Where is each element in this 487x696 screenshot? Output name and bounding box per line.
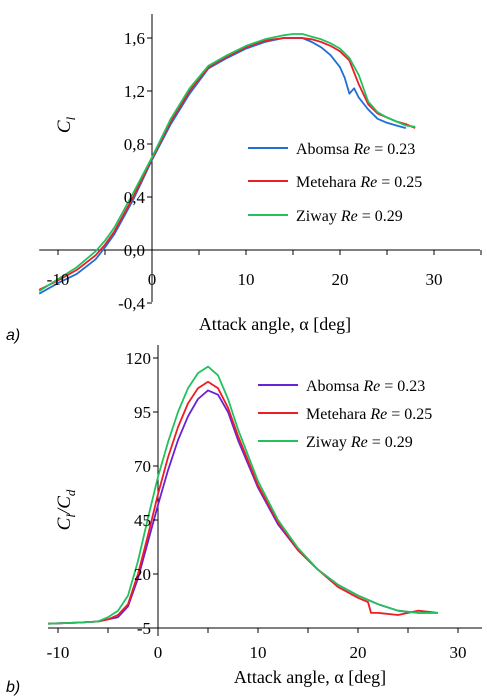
x-tick-label-a: -10: [47, 270, 70, 289]
x-tick-label-b: 20: [350, 643, 367, 662]
legend-a-item-metehara: Metehara Re = 0.25: [248, 174, 422, 191]
legend-b-label-abomsa: Abomsa Re = 0.23: [306, 378, 425, 395]
y-axis-label-b-slash: /C: [54, 496, 75, 515]
legend-b-item-abomsa: Abomsa Re = 0.23: [258, 378, 425, 395]
legend-b-item-ziway: Ziway Re = 0.29: [258, 434, 413, 451]
legend-a-item-abomsa: Abomsa Re = 0.23: [248, 141, 415, 158]
y-tick-label-a: 0,8: [124, 135, 145, 154]
x-tick-label-b: 30: [450, 643, 467, 662]
y-tick-label-b: 70: [134, 457, 151, 476]
legend-b-label-metehara: Metehara Re = 0.25: [306, 406, 432, 423]
chart-panel-b: -10 0 10 20 30 -5 20 45 70 95 120 Cl/Cd Attack ang…: [6, 345, 482, 696]
y-tick-label-b: 95: [134, 403, 151, 422]
x-axis-label-b: Attack angle, α [deg]: [234, 667, 386, 687]
y-tick-label-a: 1,6: [124, 29, 145, 48]
legend-b: Abomsa Re = 0.23 Metehara Re = 0.25 Ziwa…: [258, 378, 432, 451]
series-line-ziway-a: [38, 33, 416, 292]
x-tick-label-b: 10: [250, 643, 267, 662]
legend-a-item-ziway: Ziway Re = 0.29: [248, 208, 403, 225]
legend-b-item-metehara: Metehara Re = 0.25: [258, 406, 432, 423]
y-tick-label-b: 45: [134, 511, 151, 530]
x-tick-label-a: 20: [332, 270, 349, 289]
x-axis-label-a: Attack angle, α [deg]: [199, 314, 351, 334]
series-line-metehara-b: [47, 380, 439, 625]
y-axis-label-a-subscript: l: [63, 116, 78, 120]
series-line-metehara-a: [38, 37, 416, 291]
y-tick-label-b: -5: [137, 619, 151, 638]
legend-b-label-ziway: Ziway Re = 0.29: [306, 434, 413, 451]
panel-label-b: b): [6, 679, 20, 696]
y-tick-label-a: 1,2: [124, 82, 145, 101]
y-tick-label-a: 0,4: [124, 188, 146, 207]
y-tick-label-b: 120: [126, 349, 152, 368]
y-tick-label-b: 20: [134, 565, 151, 584]
legend-a-label-metehara: Metehara Re = 0.25: [296, 174, 422, 191]
series-line-ziway-b: [47, 365, 438, 625]
panel-label-a: a): [6, 327, 20, 344]
chart-panel-a: -10 0 10 20 30 -0,4 0,0 0,4 0,8 1,2 1,6 Cl Attack …: [6, 14, 482, 344]
legend-a-label-ziway: Ziway Re = 0.29: [296, 208, 403, 225]
x-tick-label-a: 0: [148, 270, 157, 289]
legend-a: Abomsa Re = 0.23 Metehara Re = 0.25 Ziwa…: [248, 141, 422, 225]
x-tick-label-a: 10: [238, 270, 255, 289]
y-axis-label-b-subscript-2: d: [63, 489, 78, 496]
y-axis-label-b: Cl/Cd: [54, 489, 78, 530]
y-tick-label-a: 0,0: [124, 241, 145, 260]
x-tick-label-a: 30: [426, 270, 443, 289]
series-line-abomsa-b: [47, 389, 438, 625]
legend-a-label-abomsa: Abomsa Re = 0.23: [296, 141, 415, 158]
y-axis-label-b-subscript-1: l: [63, 514, 78, 518]
x-tick-label-b: -10: [47, 643, 70, 662]
x-tick-label-b: 0: [154, 643, 163, 662]
y-axis-label-a: Cl: [54, 116, 78, 133]
y-tick-label-a: -0,4: [118, 294, 145, 313]
